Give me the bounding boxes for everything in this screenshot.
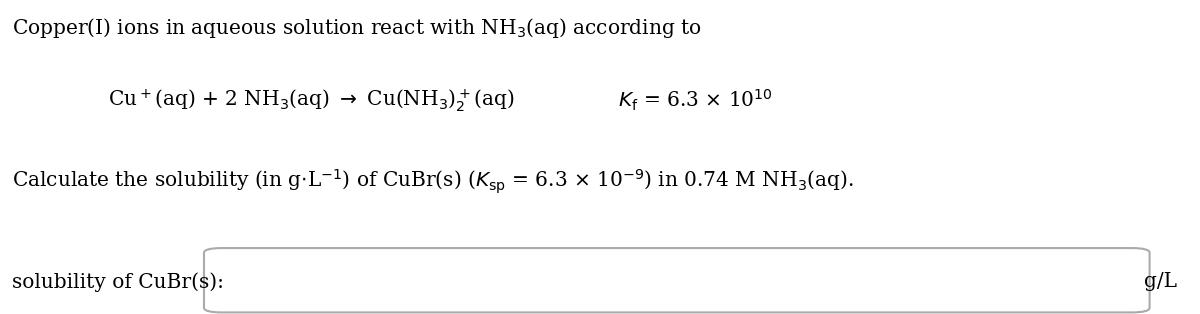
Text: g/L: g/L xyxy=(1144,272,1176,290)
Text: $K_{\mathrm{f}}$ = 6.3 $\times$ 10$^{10}$: $K_{\mathrm{f}}$ = 6.3 $\times$ 10$^{10}… xyxy=(618,88,773,113)
FancyBboxPatch shape xyxy=(204,248,1150,312)
Text: Copper(I) ions in aqueous solution react with NH$_3$(aq) according to: Copper(I) ions in aqueous solution react… xyxy=(12,16,702,40)
Text: Calculate the solubility (in g$\cdot$L$^{-1}$) of CuBr(s) ($K_{\mathrm{sp}}$ = 6: Calculate the solubility (in g$\cdot$L$^… xyxy=(12,168,854,196)
Text: solubility of CuBr(s):: solubility of CuBr(s): xyxy=(12,273,224,292)
Text: Cu$^+$(aq) + 2 NH$_3$(aq) $\rightarrow$ Cu(NH$_3$)$_2^+$(aq): Cu$^+$(aq) + 2 NH$_3$(aq) $\rightarrow$ … xyxy=(108,87,515,114)
